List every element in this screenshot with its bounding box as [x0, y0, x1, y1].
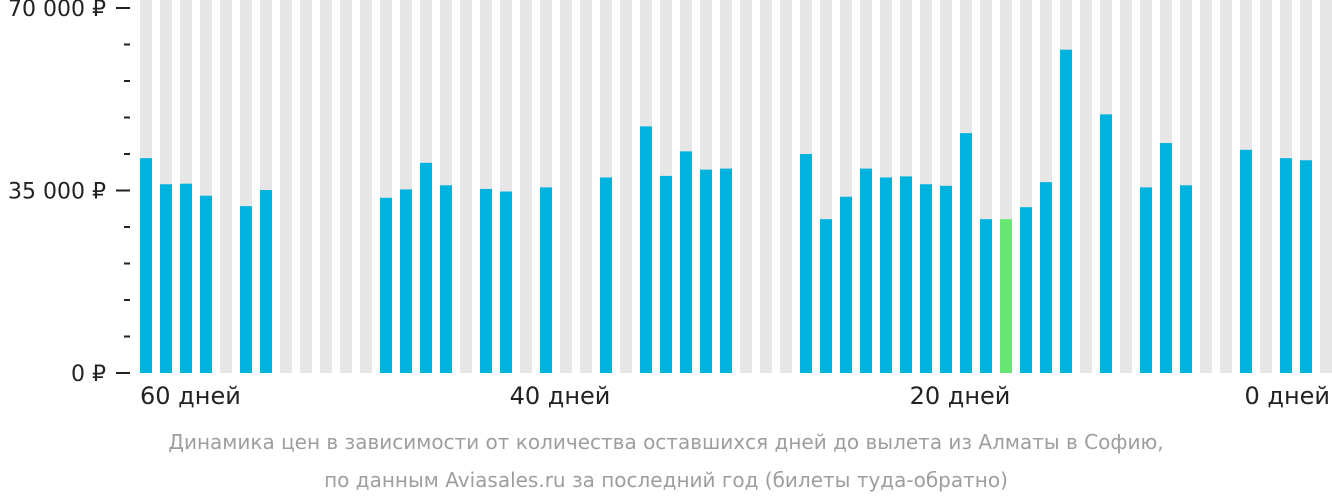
price-bar[interactable]: [500, 191, 512, 373]
background-bar: [580, 0, 592, 373]
background-bar: [740, 0, 752, 373]
background-bar: [1260, 0, 1272, 373]
price-bar[interactable]: [900, 176, 912, 373]
background-bar: [300, 0, 312, 373]
price-bar[interactable]: [440, 185, 452, 373]
price-bar[interactable]: [200, 195, 212, 373]
background-bar: [320, 0, 332, 373]
price-bar[interactable]: [380, 197, 392, 373]
price-bar[interactable]: [920, 184, 932, 373]
price-bar[interactable]: [820, 219, 832, 373]
x-tick-label: 40 дней: [510, 382, 611, 410]
background-bar: [760, 0, 772, 373]
price-bar[interactable]: [240, 206, 252, 373]
price-bar[interactable]: [1280, 158, 1292, 373]
background-bar: [780, 0, 792, 373]
background-bar: [460, 0, 472, 373]
y-tick-label: 35 000 ₽: [8, 180, 106, 205]
x-tick-label: 0 дней: [1244, 382, 1330, 410]
background-bar: [360, 0, 372, 373]
background-bar: [1320, 0, 1332, 373]
price-bar[interactable]: [180, 183, 192, 373]
price-bar[interactable]: [860, 168, 872, 373]
y-tick-label: 0 ₽: [71, 362, 106, 387]
price-bar[interactable]: [1300, 160, 1312, 373]
price-bar[interactable]: [940, 185, 952, 373]
chart-caption-line-1: Динамика цен в зависимости от количества…: [168, 430, 1164, 454]
price-bar[interactable]: [1160, 143, 1172, 373]
background-bar: [280, 0, 292, 373]
background-bar: [1220, 0, 1232, 373]
price-bar[interactable]: [700, 169, 712, 373]
price-by-days-chart: 0 ₽ 35 000 ₽ 70 000 ₽ 60 дней 40 дней 20 дне…: [8, 0, 1332, 410]
price-bar[interactable]: [1040, 182, 1052, 373]
min-price-bar[interactable]: [1000, 219, 1012, 373]
x-axis: 60 дней 40 дней 20 дней 0 дней: [140, 382, 1330, 410]
price-bar[interactable]: [840, 196, 852, 373]
price-bar[interactable]: [980, 219, 992, 373]
price-bar[interactable]: [400, 189, 412, 373]
price-bars: [140, 49, 1312, 373]
price-bar[interactable]: [540, 187, 552, 373]
background-bar: [1200, 0, 1212, 373]
price-bar[interactable]: [680, 151, 692, 373]
background-bar: [520, 0, 532, 373]
price-bar[interactable]: [800, 154, 812, 373]
price-bar[interactable]: [260, 189, 272, 373]
price-bar[interactable]: [960, 133, 972, 373]
price-bar[interactable]: [140, 158, 152, 373]
chart-caption-line-2: по данным Aviasales.ru за последний год …: [324, 468, 1008, 492]
x-tick-label: 20 дней: [910, 382, 1011, 410]
background-bar: [1080, 0, 1092, 373]
background-bar: [1120, 0, 1132, 373]
x-tick-label: 60 дней: [140, 382, 241, 410]
background-bar: [340, 0, 352, 373]
price-bar[interactable]: [1020, 207, 1032, 373]
background-bars: [140, 0, 1332, 373]
background-bar: [560, 0, 572, 373]
y-tick-label: 70 000 ₽: [8, 0, 106, 22]
price-bar[interactable]: [1100, 114, 1112, 373]
price-bar[interactable]: [420, 162, 432, 373]
price-bar[interactable]: [600, 177, 612, 373]
price-bar[interactable]: [1060, 49, 1072, 373]
background-bar: [620, 0, 632, 373]
background-bar: [220, 0, 232, 373]
price-bar[interactable]: [1140, 187, 1152, 373]
price-bar[interactable]: [880, 177, 892, 373]
price-bar[interactable]: [720, 168, 732, 373]
price-bar[interactable]: [660, 175, 672, 373]
price-bar[interactable]: [480, 188, 492, 373]
price-bar[interactable]: [640, 126, 652, 373]
price-bar[interactable]: [1180, 185, 1192, 373]
price-bar[interactable]: [160, 184, 172, 373]
price-bar[interactable]: [1240, 149, 1252, 373]
y-axis: 0 ₽ 35 000 ₽ 70 000 ₽: [8, 0, 130, 387]
